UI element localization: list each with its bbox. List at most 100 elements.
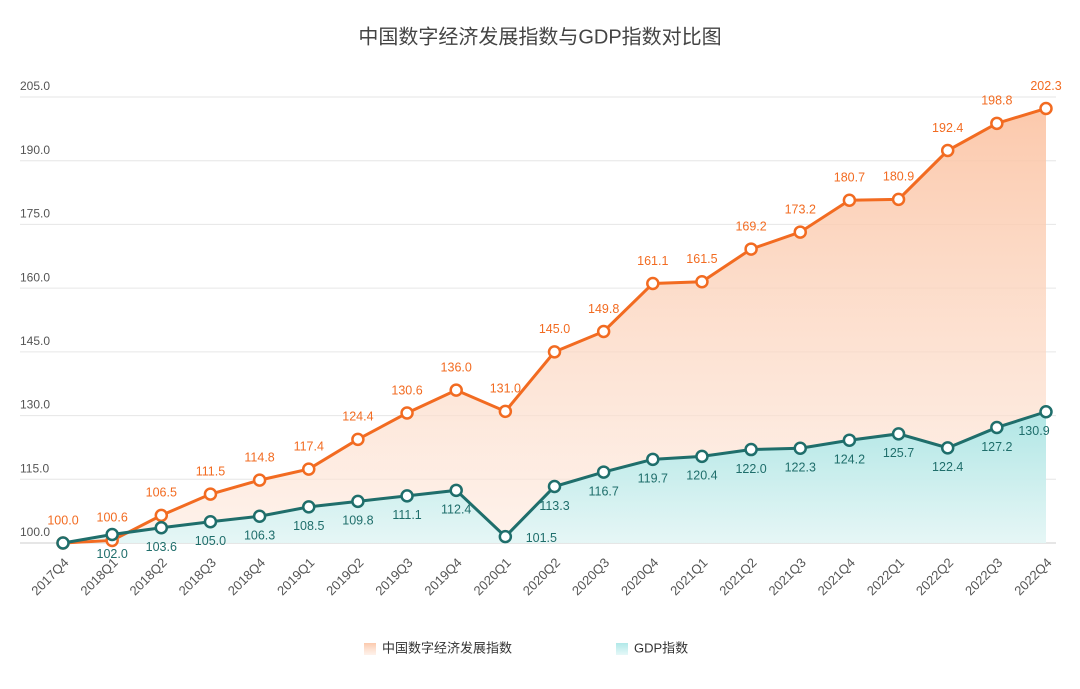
point (596, 465, 611, 479)
point (400, 489, 414, 503)
data-label: 109.8 (342, 514, 373, 528)
point (891, 192, 906, 207)
data-label: 192.4 (932, 121, 963, 135)
x-tick-label: 2019Q1 (274, 555, 317, 598)
data-label: 130.9 (1018, 424, 1049, 438)
data-label: 125.7 (883, 446, 914, 460)
chart-title: 中国数字经济发展指数与GDP指数对比图 (358, 25, 721, 48)
x-tick-label: 2022Q4 (1011, 555, 1054, 598)
data-label: 131.0 (490, 382, 521, 396)
point (498, 529, 513, 544)
data-label: 113.3 (539, 499, 569, 513)
data-label: 145.0 (539, 322, 570, 336)
x-tick-label: 2018Q2 (127, 555, 170, 598)
x-tick-label: 2019Q3 (372, 555, 415, 598)
data-label: 124.4 (342, 410, 373, 424)
data-label: 122.4 (932, 460, 963, 474)
data-label: 180.7 (834, 171, 865, 185)
data-label: 106.5 (146, 486, 177, 500)
x-tick-label: 2021Q2 (716, 555, 759, 598)
data-label: 180.9 (883, 170, 914, 184)
x-tick-label: 2021Q3 (765, 555, 808, 598)
data-label: 161.1 (637, 254, 668, 268)
x-tick-label: 2021Q4 (815, 555, 858, 598)
point (1039, 404, 1053, 419)
point (842, 433, 857, 447)
point (596, 324, 611, 339)
point (203, 515, 218, 529)
point (793, 225, 807, 239)
data-label: 111.1 (392, 508, 421, 522)
data-label: 114.8 (244, 450, 274, 464)
point (744, 442, 758, 457)
point (252, 473, 267, 487)
data-label: 100.0 (47, 513, 78, 527)
point (252, 509, 267, 523)
point (744, 242, 758, 256)
legend-label: GDP指数 (634, 640, 688, 655)
y-tick-label: 130.0 (20, 398, 50, 412)
point (842, 193, 857, 207)
data-label: 202.3 (1030, 79, 1061, 93)
point (646, 452, 660, 467)
point (990, 116, 1004, 131)
data-label: 111.5 (196, 464, 225, 478)
point (154, 508, 169, 523)
legend-swatch (364, 643, 376, 655)
point (351, 432, 365, 447)
point (793, 441, 807, 456)
x-tick-label: 2022Q3 (962, 555, 1005, 598)
point (154, 520, 169, 535)
y-tick-label: 190.0 (20, 143, 50, 157)
x-tick-label: 2021Q1 (667, 555, 710, 598)
x-tick-label: 2020Q1 (471, 555, 514, 598)
point (449, 483, 463, 498)
x-tick-label: 2020Q3 (569, 555, 612, 598)
data-label: 100.6 (97, 511, 128, 525)
data-label: 169.2 (735, 219, 766, 233)
y-tick-label: 100.0 (20, 525, 50, 539)
data-label: 130.6 (391, 383, 422, 397)
point (56, 536, 70, 550)
x-tick-label: 2019Q2 (323, 555, 366, 598)
point (302, 462, 316, 476)
legend-label: 中国数字经济发展指数 (382, 640, 512, 655)
data-label: 122.3 (785, 461, 816, 475)
data-label: 120.4 (686, 469, 717, 483)
point (1039, 101, 1053, 116)
data-label: 124.2 (834, 453, 865, 467)
point (351, 494, 365, 509)
x-tick-label: 2018Q1 (77, 555, 120, 598)
data-label: 101.5 (526, 531, 557, 545)
point (646, 276, 660, 291)
x-tick-label: 2020Q4 (618, 555, 661, 598)
y-tick-label: 175.0 (20, 207, 50, 221)
point (547, 345, 562, 359)
data-label: 105.0 (195, 534, 226, 548)
y-tick-label: 145.0 (20, 334, 50, 348)
point (891, 427, 906, 441)
x-tick-label: 2018Q3 (176, 555, 219, 598)
data-label: 102.0 (97, 547, 128, 561)
data-label: 116.7 (588, 484, 618, 498)
x-tick-label: 2022Q2 (913, 555, 956, 598)
data-label: 106.3 (244, 529, 275, 543)
point (695, 449, 709, 464)
data-label: 161.5 (686, 252, 717, 266)
data-label: 117.4 (294, 439, 324, 453)
point (940, 441, 955, 455)
area (63, 108, 1046, 544)
point (203, 487, 218, 501)
x-tick-label: 2022Q1 (864, 555, 907, 598)
data-label: 112.4 (441, 503, 471, 517)
point (105, 527, 119, 542)
x-tick-label: 2020Q2 (520, 555, 563, 598)
y-tick-label: 160.0 (20, 270, 50, 284)
point (302, 500, 316, 514)
point (498, 404, 513, 419)
data-label: 108.5 (293, 519, 324, 533)
x-tick-label: 2018Q4 (225, 555, 268, 598)
data-label: 198.8 (981, 94, 1012, 108)
point (990, 420, 1004, 435)
